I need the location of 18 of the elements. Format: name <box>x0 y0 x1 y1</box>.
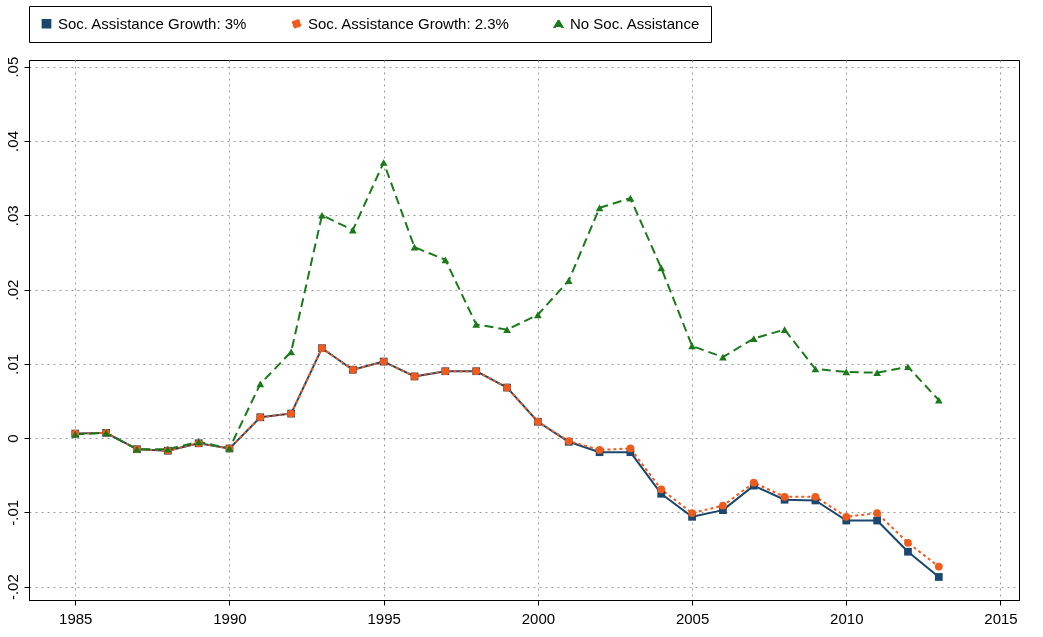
x-tick-label: 1990 <box>213 609 247 627</box>
y-tick-label: .01 <box>3 353 21 375</box>
x-tick-label: 2000 <box>521 609 556 627</box>
x-tick-label: 1985 <box>59 609 93 627</box>
legend-label: No Soc. Assistance <box>570 14 700 32</box>
y-tick-label: -.02 <box>3 574 21 601</box>
y-tick-label: .02 <box>3 279 21 301</box>
y-tick-label: -.01 <box>3 499 21 526</box>
y-tick-label: .03 <box>3 205 21 227</box>
y-tick-label: .04 <box>3 131 21 152</box>
x-tick-label: 1995 <box>367 609 401 627</box>
legend-label: Soc. Assistance Growth: 2.3% <box>308 14 509 32</box>
y-tick-label: 0 <box>3 434 21 443</box>
legend-label: Soc. Assistance Growth: 3% <box>58 14 247 32</box>
x-tick-label: 2015 <box>984 609 1018 627</box>
x-tick-label: 2005 <box>675 609 710 627</box>
y-tick-label: .05 <box>3 56 21 78</box>
x-tick-label: 2010 <box>830 609 864 627</box>
